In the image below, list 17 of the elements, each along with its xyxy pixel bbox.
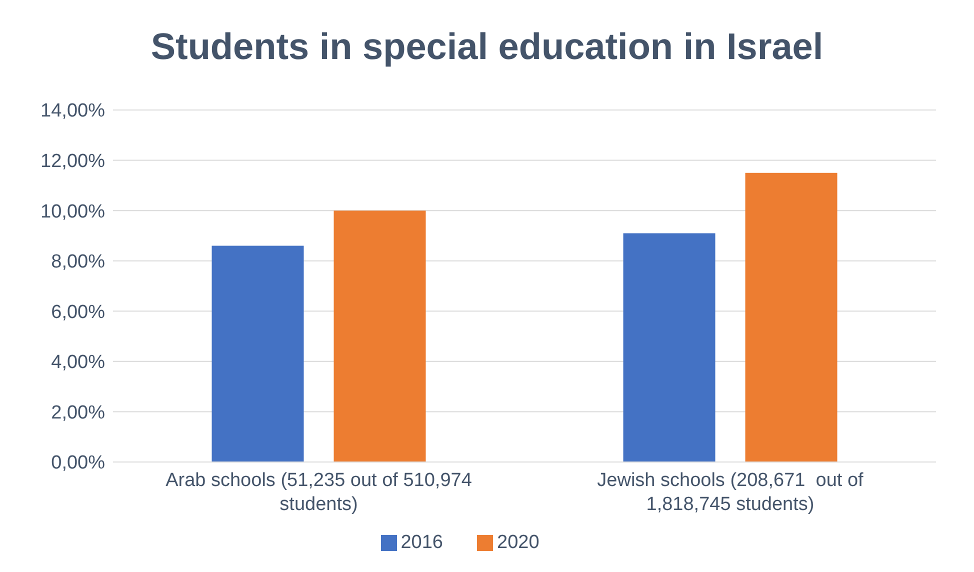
bar [623,233,716,462]
y-tick-label: 0,00% [51,452,106,474]
x-tick-label: Arab schools (51,235 out of 510,974 students) [166,470,472,515]
y-tick-label: 14,00% [40,100,106,122]
y-tick-label: 4,00% [51,352,106,374]
x-tick-label: Jewish schools (208,671 out of 1,818,745 students) [597,470,864,515]
y-tick-label: 6,00% [51,302,106,323]
legend-label: 2020 [497,532,540,553]
bar [334,210,426,462]
y-tick-label: 8,00% [51,252,106,273]
bar [745,172,838,462]
y-tick-label: 12,00% [40,151,106,172]
bar [212,246,304,462]
chart-title: Students in special education in Israel [150,25,824,69]
y-tick-label: 2,00% [51,402,106,424]
y-tick-label: 10,00% [40,201,106,222]
legend-label: 2016 [400,532,443,553]
